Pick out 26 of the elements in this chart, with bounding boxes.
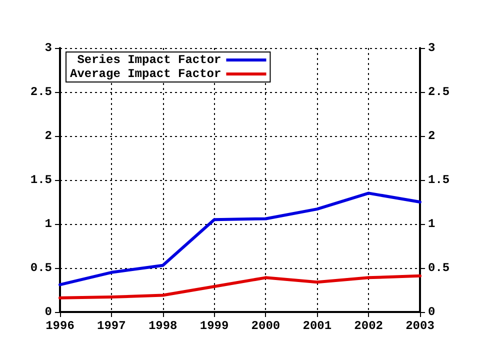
y2-tick-label: 2.5 (428, 85, 450, 99)
x-tick-label: 1996 (46, 319, 74, 333)
line-series (58, 192, 422, 286)
y2-tick-label: 2 (428, 129, 436, 143)
y-tick-label: 3 (44, 41, 52, 55)
legend-label: Average Impact Factor (70, 67, 222, 81)
x-tick-label: 2000 (251, 319, 280, 333)
x-tick-label: 2001 (302, 319, 332, 333)
x-tick-label: 1997 (97, 319, 126, 333)
y-tick-label: 1 (44, 217, 52, 231)
x-tick-label: 2002 (354, 319, 383, 333)
y-tick-label: 1.5 (30, 173, 52, 187)
y-tick-label: 0 (44, 305, 52, 319)
y-tick-label: 2.5 (30, 85, 52, 99)
y2-tick-label: 3 (428, 41, 436, 55)
y-tick-label: 0.5 (30, 261, 52, 275)
x-tick-label: 2003 (406, 319, 434, 333)
line-series (58, 274, 422, 300)
y2-tick-label: 0 (428, 305, 436, 319)
legend-label: Series Impact Factor (77, 53, 222, 67)
y2-tick-label: 1 (428, 217, 436, 231)
y-tick-label: 2 (44, 129, 52, 143)
x-tick-label: 1998 (148, 319, 178, 333)
x-tick-label: 1999 (200, 319, 229, 333)
y2-tick-label: 0.5 (428, 261, 450, 275)
y2-tick-label: 1.5 (428, 173, 450, 187)
